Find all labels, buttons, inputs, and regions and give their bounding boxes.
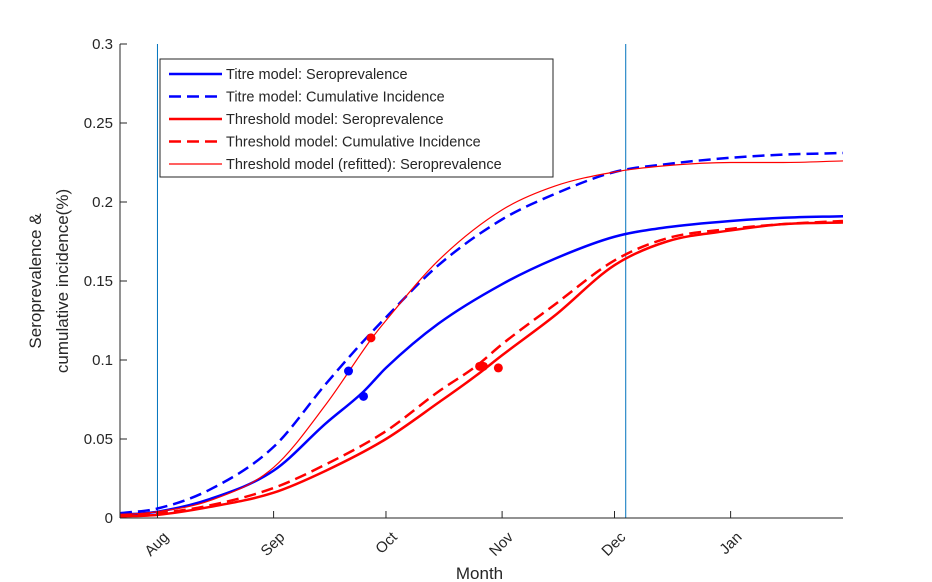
y-tick-label: 0.1 bbox=[92, 352, 113, 369]
y-axis-title-line-2: cumulative incidence(%) bbox=[53, 189, 72, 373]
legend: Titre model: Seroprevalence Titre model: … bbox=[159, 58, 554, 178]
y-axis-title-line-1: Seroprevalence & bbox=[26, 213, 45, 349]
series-line-2 bbox=[119, 151, 844, 515]
legend-box bbox=[159, 58, 554, 178]
legend-label: Threshold model: Seroprevalence bbox=[226, 112, 444, 128]
series-line-4 bbox=[119, 219, 844, 517]
data-marker-6 bbox=[493, 363, 503, 373]
x-axis-title: Month bbox=[456, 564, 503, 582]
plot-area bbox=[119, 44, 844, 518]
y-tick-label: 0.25 bbox=[84, 115, 113, 132]
y-tick-label: 0.15 bbox=[84, 273, 113, 290]
data-marker-2 bbox=[358, 391, 368, 401]
series-line-5 bbox=[119, 160, 844, 516]
series-line-3 bbox=[119, 221, 844, 518]
data-marker-5 bbox=[478, 361, 488, 371]
legend-label: Titre model: Cumulative Incidence bbox=[226, 90, 445, 106]
y-tick-label: 0.05 bbox=[84, 431, 113, 448]
data-marker-3 bbox=[366, 333, 376, 343]
y-tick-label: 0.2 bbox=[92, 194, 113, 211]
y-axis-title: Seroprevalence & cumulative incidence(%) bbox=[26, 189, 72, 373]
y-tick-label: 0.3 bbox=[92, 36, 113, 53]
series-line-1 bbox=[119, 214, 844, 517]
legend-label: Threshold model (refitted): Seroprevalen… bbox=[226, 157, 502, 173]
data-marker-1 bbox=[344, 366, 354, 376]
y-tick-label: 0 bbox=[105, 510, 113, 527]
legend-label: Threshold model: Cumulative Incidence bbox=[226, 135, 481, 151]
legend-label: Titre model: Seroprevalence bbox=[226, 67, 408, 83]
